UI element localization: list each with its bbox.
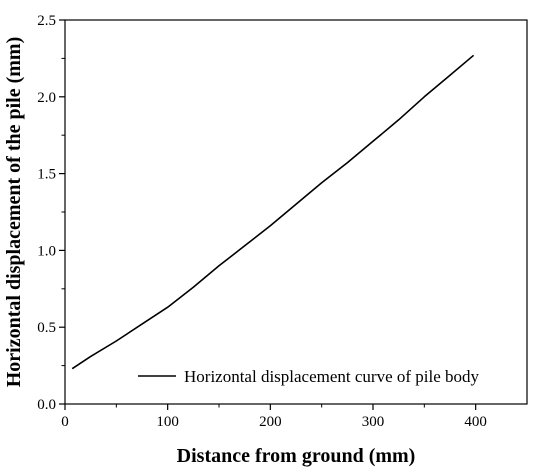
y-tick-label: 1.5 (37, 167, 56, 183)
y-tick-label: 2.5 (37, 13, 56, 29)
x-tick-label: 400 (464, 414, 487, 430)
y-axis-title: Horizontal displacement of the pile (mm) (3, 37, 25, 388)
x-tick-label: 100 (156, 414, 179, 430)
y-tick-label: 1.0 (37, 243, 56, 259)
series-line-displacement (71, 54, 475, 370)
y-axis-ticks: 0.0 0.5 1.0 1.5 2.0 2.5 (37, 13, 65, 413)
x-axis-title: Distance from ground (mm) (177, 445, 416, 467)
x-tick-label: 0 (61, 414, 69, 430)
y-tick-label: 2.0 (37, 90, 56, 106)
x-tick-label: 300 (362, 414, 385, 430)
series-layer (71, 54, 475, 370)
plot-frame (64, 19, 528, 405)
legend-entry-label: Horizontal displacement curve of pile bo… (184, 367, 480, 386)
y-tick-label: 0.0 (37, 397, 56, 413)
y-tick-label: 0.5 (37, 320, 56, 336)
legend: Horizontal displacement curve of pile bo… (138, 367, 480, 386)
x-axis-ticks: 0 100 200 300 400 (61, 404, 487, 430)
x-tick-label: 200 (259, 414, 282, 430)
